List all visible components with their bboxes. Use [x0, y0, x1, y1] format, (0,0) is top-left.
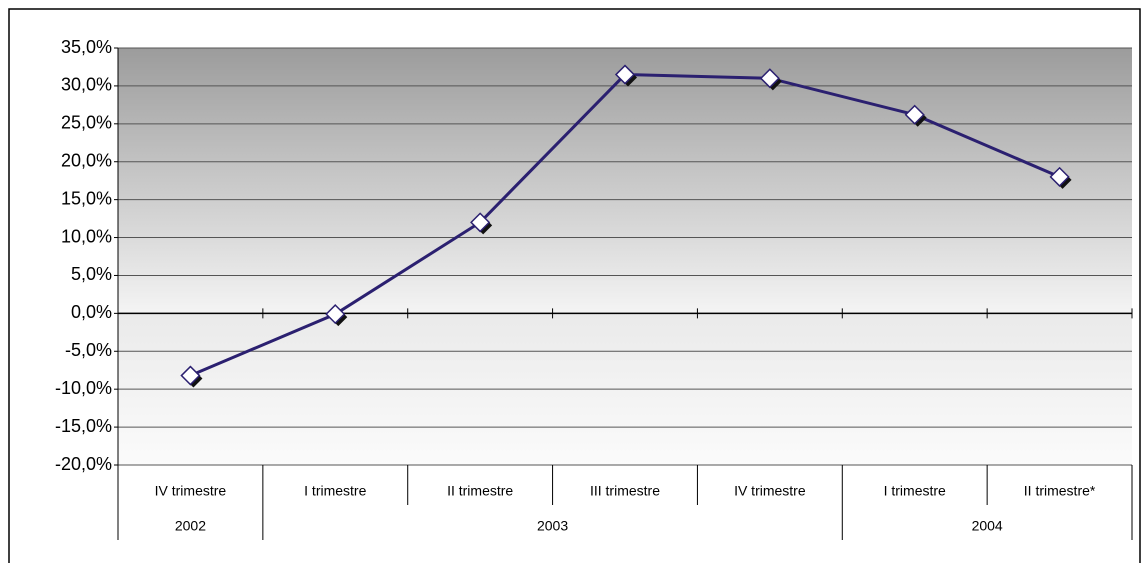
x-tick-label: I trimestre [304, 483, 366, 499]
y-tick-label: -20,0% [55, 454, 112, 474]
x-tick-label: IV trimestre [734, 483, 806, 499]
marker [325, 304, 346, 325]
y-tick-label: 25,0% [61, 113, 112, 133]
y-tick-label: 5,0% [71, 264, 112, 284]
marker [1049, 166, 1070, 187]
marker [614, 64, 636, 85]
y-tick-label: 0,0% [71, 302, 112, 322]
marker [470, 212, 491, 233]
y-tick-label: 35,0% [61, 37, 112, 57]
marker [904, 104, 925, 125]
y-tick-label: 30,0% [61, 75, 112, 95]
frame [8, 8, 1141, 563]
y-tick-label: 10,0% [61, 226, 112, 246]
y-tick-label: -15,0% [55, 416, 112, 436]
plot-background-upper [118, 48, 1132, 314]
group-label: 2003 [537, 518, 568, 534]
x-tick-label: II trimestre [447, 483, 513, 499]
y-tick-label: -5,0% [65, 340, 112, 360]
group-label: 2004 [972, 518, 1003, 534]
y-tick-label: -10,0% [55, 378, 112, 398]
x-tick-label: III trimestre [590, 483, 660, 499]
x-tick-label: II trimestre* [1024, 483, 1096, 499]
group-label: 2002 [175, 518, 206, 534]
x-tick-label: I trimestre [884, 483, 946, 499]
marker [759, 68, 780, 89]
marker [180, 365, 201, 386]
y-tick-label: 20,0% [61, 150, 112, 170]
y-tick-label: 15,0% [61, 188, 112, 208]
x-tick-label: IV trimestre [155, 483, 227, 499]
